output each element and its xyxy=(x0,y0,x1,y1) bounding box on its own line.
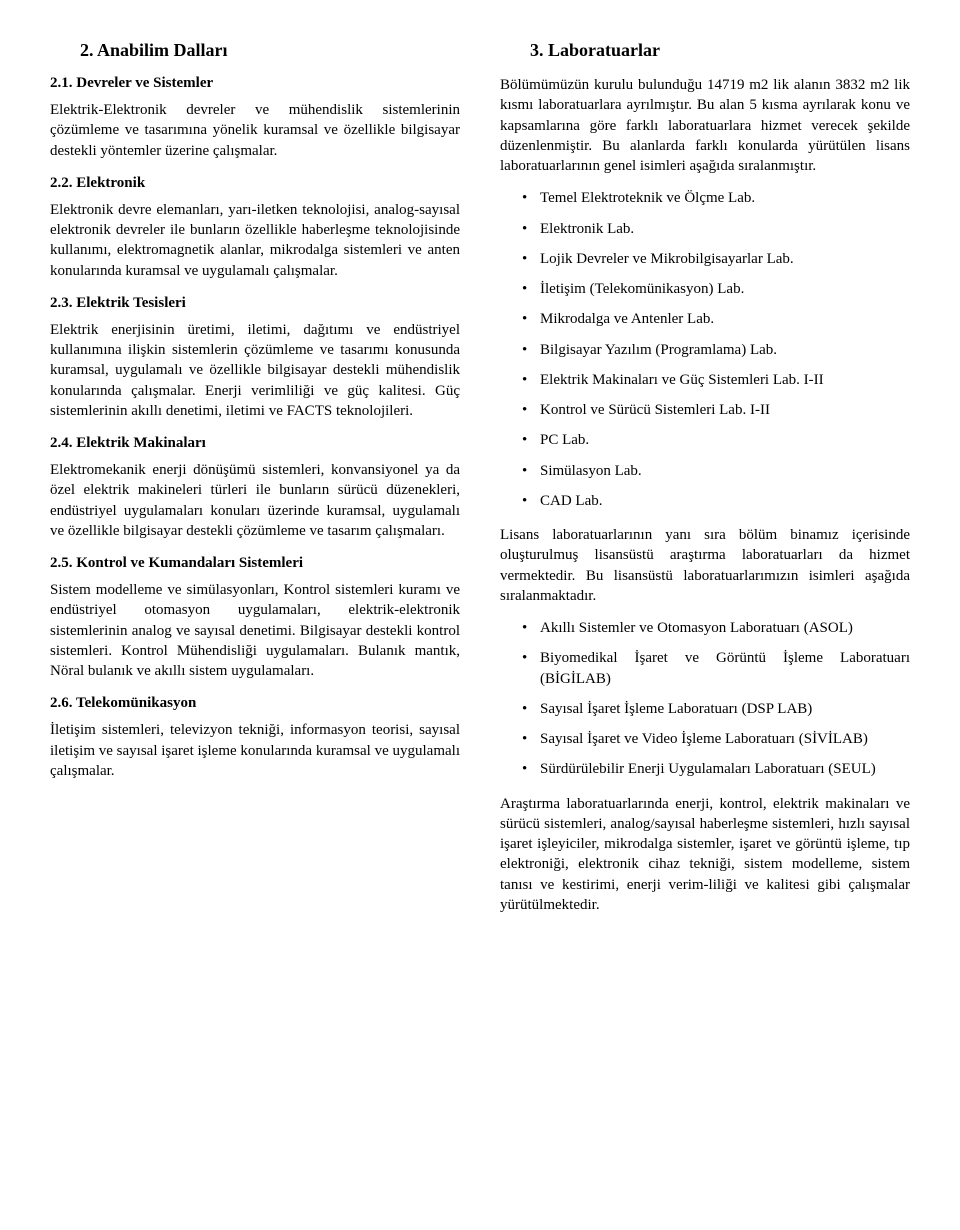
subsection-body: Elektrik-Elektronik devreler ve mühendis… xyxy=(50,100,460,161)
subsection: 2.4. Elektrik Makinaları Elektromekanik … xyxy=(50,435,460,541)
subsection-body: İletişim sistemleri, televizyon tekniği,… xyxy=(50,720,460,781)
outro-paragraph: Araştırma laboratuarlarında enerji, kont… xyxy=(500,794,910,916)
mid-paragraph: Lisans laboratuarlarının yanı sıra bölüm… xyxy=(500,525,910,606)
list-item: PC Lab. xyxy=(512,430,910,450)
labs-list-1: Temel Elektroteknik ve Ölçme Lab. Elektr… xyxy=(500,188,910,511)
list-item: Lojik Devreler ve Mikrobilgisayarlar Lab… xyxy=(512,249,910,269)
list-item: Biyomedikal İşaret ve Görüntü İşleme Lab… xyxy=(512,648,910,689)
list-item: Elektronik Lab. xyxy=(512,219,910,239)
subsection-head: 2.3. Elektrik Tesisleri xyxy=(50,295,460,312)
subsection-body: Elektronik devre elemanları, yarı-iletke… xyxy=(50,200,460,281)
list-item: Temel Elektroteknik ve Ölçme Lab. xyxy=(512,188,910,208)
subsection-body: Sistem modelleme ve simülasyonları, Kont… xyxy=(50,580,460,681)
subsection-head: 2.4. Elektrik Makinaları xyxy=(50,435,460,452)
intro-paragraph: Bölümümüzün kurulu bulunduğu 14719 m2 li… xyxy=(500,75,910,176)
left-column: 2. Anabilim Dalları 2.1. Devreler ve Sis… xyxy=(50,40,460,927)
subsection: 2.6. Telekomünikasyon İletişim sistemler… xyxy=(50,695,460,781)
subsection: 2.5. Kontrol ve Kumandaları Sistemleri S… xyxy=(50,555,460,681)
left-title: 2. Anabilim Dalları xyxy=(50,40,460,61)
list-item: CAD Lab. xyxy=(512,491,910,511)
subsection: 2.2. Elektronik Elektronik devre elemanl… xyxy=(50,175,460,281)
subsection: 2.1. Devreler ve Sistemler Elektrik-Elek… xyxy=(50,75,460,161)
list-item: Elektrik Makinaları ve Güç Sistemleri La… xyxy=(512,370,910,390)
document-page: 2. Anabilim Dalları 2.1. Devreler ve Sis… xyxy=(50,40,910,927)
subsection-body: Elektrik enerjisinin üretimi, iletimi, d… xyxy=(50,320,460,421)
subsection: 2.3. Elektrik Tesisleri Elektrik enerjis… xyxy=(50,295,460,421)
list-item: Bilgisayar Yazılım (Programlama) Lab. xyxy=(512,340,910,360)
list-item: Akıllı Sistemler ve Otomasyon Laboratuar… xyxy=(512,618,910,638)
subsection-head: 2.2. Elektronik xyxy=(50,175,460,192)
subsection-head: 2.6. Telekomünikasyon xyxy=(50,695,460,712)
list-item: Simülasyon Lab. xyxy=(512,461,910,481)
list-item: Sayısal İşaret ve Video İşleme Laboratua… xyxy=(512,729,910,749)
subsection-head: 2.1. Devreler ve Sistemler xyxy=(50,75,460,92)
list-item: Sürdürülebilir Enerji Uygulamaları Labor… xyxy=(512,759,910,779)
right-title: 3. Laboratuarlar xyxy=(500,40,910,61)
list-item: Sayısal İşaret İşleme Laboratuarı (DSP L… xyxy=(512,699,910,719)
right-column: 3. Laboratuarlar Bölümümüzün kurulu bulu… xyxy=(500,40,910,927)
labs-list-2: Akıllı Sistemler ve Otomasyon Laboratuar… xyxy=(500,618,910,780)
list-item: İletişim (Telekomünikasyon) Lab. xyxy=(512,279,910,299)
subsection-head: 2.5. Kontrol ve Kumandaları Sistemleri xyxy=(50,555,460,572)
list-item: Mikrodalga ve Antenler Lab. xyxy=(512,309,910,329)
list-item: Kontrol ve Sürücü Sistemleri Lab. I-II xyxy=(512,400,910,420)
subsection-body: Elektromekanik enerji dönüşümü sistemler… xyxy=(50,460,460,541)
